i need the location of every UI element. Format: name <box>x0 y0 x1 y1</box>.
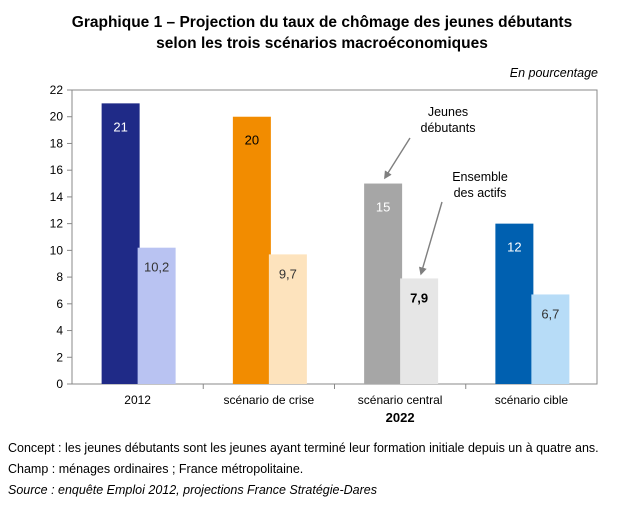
chart-title: Graphique 1 – Projection du taux de chôm… <box>0 12 644 54</box>
source-note: Source : enquête Emploi 2012, projection… <box>8 483 377 497</box>
bar <box>232 116 271 385</box>
x-tick-label: scénario central <box>358 393 443 407</box>
y-tick-label: 14 <box>50 190 64 204</box>
y-tick-label: 8 <box>56 270 63 284</box>
data-label: 7,9 <box>410 290 428 305</box>
bar <box>101 103 140 384</box>
champ-note: Champ : ménages ordinaires ; France métr… <box>8 462 304 476</box>
data-label: 12 <box>507 240 521 255</box>
y-tick-label: 18 <box>50 136 64 150</box>
chart-title-line-1: Graphique 1 – Projection du taux de chôm… <box>71 14 573 31</box>
y-tick-label: 16 <box>50 163 64 177</box>
annotation-arrow <box>418 201 443 276</box>
data-label: 15 <box>376 200 390 215</box>
data-label: 21 <box>113 119 127 134</box>
annotation-label: débutants <box>421 121 476 135</box>
data-label: 9,7 <box>279 266 297 281</box>
x-group-label: 2022 <box>386 410 415 425</box>
x-tick-label: scénario de crise <box>224 393 315 407</box>
bar <box>531 294 570 384</box>
annotation-arrow <box>384 137 411 180</box>
annotation-label: Ensemble <box>452 170 508 184</box>
x-tick-label: 2012 <box>124 393 151 407</box>
bar <box>364 183 403 384</box>
y-tick-label: 6 <box>56 297 63 311</box>
concept-note: Concept : les jeunes débutants sont les … <box>8 441 599 455</box>
y-tick-label: 22 <box>50 83 64 97</box>
bar <box>495 223 534 384</box>
chart-title-line-2: selon les trois scénarios macroéconomiqu… <box>156 35 488 52</box>
data-label: 10,2 <box>144 260 169 275</box>
y-tick-label: 20 <box>50 110 64 124</box>
bar <box>400 278 439 384</box>
y-tick-label: 4 <box>56 324 63 338</box>
chart-notes: Concept : les jeunes débutants sont les … <box>8 438 599 501</box>
data-label: 20 <box>245 133 259 148</box>
y-tick-label: 10 <box>50 243 64 257</box>
y-tick-label: 2 <box>56 350 63 364</box>
bar <box>137 247 176 384</box>
data-label: 6,7 <box>541 306 559 321</box>
bar <box>268 254 307 384</box>
x-tick-label: scénario cible <box>495 393 569 407</box>
unit-label: En pourcentage <box>509 66 598 80</box>
y-tick-label: 0 <box>56 377 63 391</box>
y-tick-label: 12 <box>50 217 64 231</box>
annotation-label: Jeunes <box>428 105 468 119</box>
annotation-label: des actifs <box>454 186 507 200</box>
